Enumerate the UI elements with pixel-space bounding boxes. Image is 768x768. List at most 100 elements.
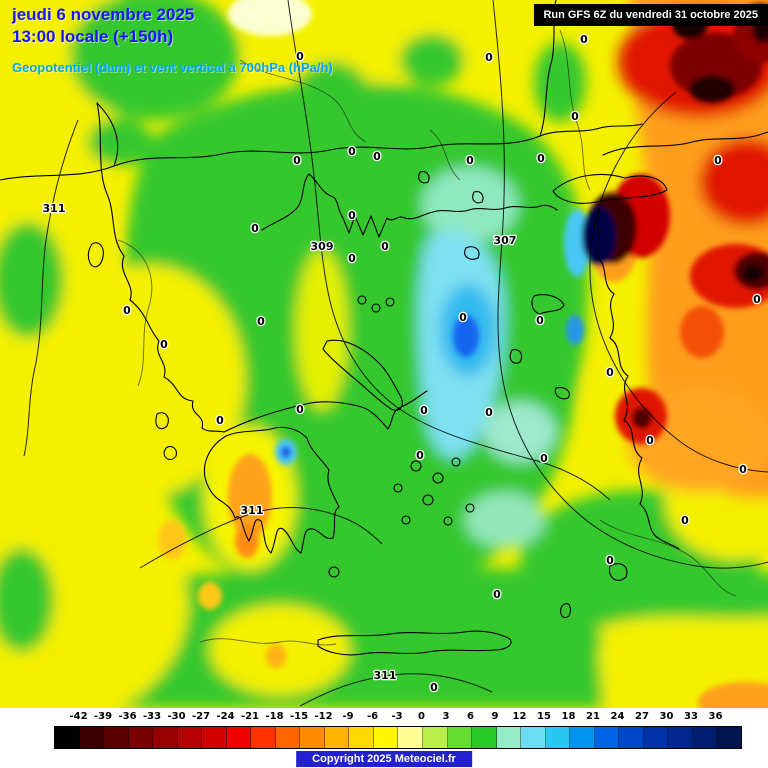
colorbar-cell (447, 727, 473, 748)
zero-isoline-label: 0 (257, 315, 265, 328)
geopotential-contour-label: 311 (374, 669, 397, 682)
colorbar-cell (177, 727, 203, 748)
zero-isoline-label: 0 (430, 681, 438, 694)
island-dots (328, 295, 475, 578)
colorbar-tick: -24 (216, 711, 235, 722)
zero-isoline-label: 0 (537, 152, 545, 165)
colorbar-cell (619, 727, 644, 748)
colorbar-cell (496, 727, 522, 748)
zero-isoline-label: 0 (123, 304, 131, 317)
zero-isoline-label: 0 (681, 514, 689, 527)
zero-isoline-label: 0 (714, 154, 722, 167)
colorbar-cell (398, 727, 423, 748)
colorbar-tick: -36 (118, 711, 137, 722)
coastlines (0, 0, 768, 656)
colorbar-tick: 3 (442, 711, 450, 722)
vertical-velocity-field-large (0, 0, 768, 708)
colorbar-tick: -9 (342, 711, 354, 722)
colorbar-cell (594, 727, 620, 748)
weather-map: 311 309 307 311 311 0 0 0 0 0 0 0 0 0 0 0 0 0 0 0 0 0 0 0 0 0 0 0 0 0… (0, 0, 768, 708)
colorbar-tick: 30 (659, 711, 674, 722)
zero-isoline-label: 0 (251, 222, 259, 235)
map-annotations: 311 309 307 311 311 0 0 0 0 0 0 0 0 0 0 0 0 0 0 0 0 0 0 0 0 0 0 0 0 0… (41, 11, 762, 696)
zero-isoline-label: 0 (381, 240, 389, 253)
colorbar-cell (521, 727, 546, 748)
colorbar-tick: -3 (391, 711, 403, 722)
map-header: jeudi 6 novembre 2025 13:00 locale (+150… (12, 5, 333, 75)
colorbar-cell (570, 727, 595, 748)
date-label: jeudi 6 novembre 2025 (12, 5, 195, 24)
colorbar-tick: 33 (684, 711, 698, 722)
colorbar-tick: 0 (418, 711, 425, 722)
colorbar-tick: -27 (191, 711, 211, 722)
colorbar-tick: 27 (635, 711, 649, 722)
colorbar-cell (472, 727, 497, 748)
colorbar-tick: 21 (586, 711, 600, 722)
geopotential-contours (23, 0, 768, 707)
zero-isoline-label: 0 (646, 434, 654, 447)
coast-black-sea (602, 131, 768, 156)
colorbar-cell (153, 727, 178, 748)
colorbar-cell (324, 727, 350, 748)
geopotential-contour-label: 307 (494, 234, 517, 247)
colorbar-tick: -12 (314, 711, 333, 722)
colorbar-tick: -42 (69, 711, 88, 722)
colorbar-tick: 12 (512, 711, 527, 722)
copyright-link[interactable]: Copyright 2025 Meteociel.fr (296, 751, 472, 767)
colorbar-cell (275, 727, 301, 748)
zero-isoline-label: 0 (416, 449, 424, 462)
run-info-box: Run GFS 6Z du vendredi 31 octobre 2025 (534, 4, 768, 26)
zero-isoline-label: 0 (348, 252, 356, 265)
colorbar-area: -42 -39 -36 -33 -30 -27 -24 -21 -18 -15 -12 -9 -6 -3 0… (0, 708, 768, 768)
zero-isoline-label: 0 (606, 366, 614, 379)
colorbar-cell (79, 727, 105, 748)
geopotential-contour-label: 311 (241, 504, 264, 517)
colorbar-cell (128, 727, 154, 748)
coast-north-aegean-chalkidiki (261, 173, 558, 238)
colorbar-cell (422, 727, 448, 748)
border-thrace (539, 123, 643, 137)
zero-isoline-label: 0 (571, 110, 579, 123)
parameter-subtitle: Geopotentiel (dam) et vent vertical à 70… (12, 60, 333, 75)
colorbar-tick: 15 (537, 711, 551, 722)
coast-euboea (322, 339, 403, 411)
zero-isoline-label: 0 (373, 150, 381, 163)
zero-isoline-label: 0 (348, 145, 356, 158)
colorbar-cell (104, 727, 129, 748)
colorbar-cell (373, 727, 399, 748)
map-canvas: 311 309 307 311 311 0 0 0 0 0 0 0 0 0 0 0 0 0 0 0 0 0 0 0 0 0 0 0 0 0… (0, 0, 768, 708)
zero-isoline-label: 0 (493, 588, 501, 601)
colorbar-tick: 9 (491, 711, 499, 722)
zero-isoline-label: 0 (216, 414, 224, 427)
colorbar-tick: 24 (610, 711, 625, 722)
border-north (113, 0, 557, 167)
coast-peloponnese (203, 426, 340, 554)
coast-islands (87, 171, 628, 619)
colorbar-tick: -33 (142, 711, 162, 722)
colorbar-cell (349, 727, 374, 748)
geopotential-contour-label: 309 (311, 240, 334, 253)
colorbar-tick-labels: -42 -39 -36 -33 -30 -27 -24 -21 -18 -15 -12 -9 -6 -3 0… (54, 711, 740, 724)
colorbar-tick: -6 (366, 711, 379, 722)
colorbar-tick: 36 (708, 711, 723, 722)
zero-isoline-label: 0 (580, 33, 588, 46)
colorbar-tick: -21 (240, 711, 260, 722)
colorbar-cell (692, 727, 718, 748)
validity-time-label: 13:00 locale (+150h) (12, 27, 174, 46)
zero-isoline-label: 0 (296, 50, 304, 63)
colorbar-tick: 6 (467, 711, 474, 722)
colorbar-cell (300, 727, 325, 748)
colorbar-tick: -15 (289, 711, 309, 722)
colorbar-cell (643, 727, 669, 748)
colorbar-tick: 18 (561, 711, 576, 722)
colorbar-cell (202, 727, 227, 748)
coast-west-greece (96, 102, 225, 433)
colorbar-cell (717, 727, 741, 748)
coast-marmara (552, 173, 668, 204)
colorbar-cell (55, 727, 80, 748)
colorbar-cell (668, 727, 693, 748)
zero-isoline-label: 0 (540, 452, 548, 465)
colorbar-tick: -39 (93, 711, 113, 722)
colorbar-cell (545, 727, 571, 748)
vertical-velocity-field-detail (158, 0, 768, 708)
